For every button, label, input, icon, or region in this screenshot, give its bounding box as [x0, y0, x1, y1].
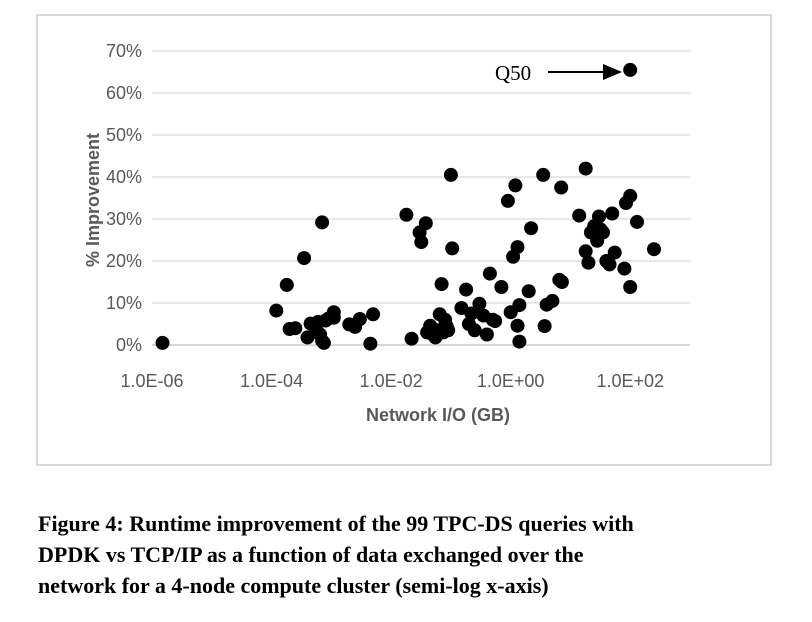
data-point: [315, 215, 330, 230]
data-point: [605, 206, 620, 221]
data-point: [623, 62, 638, 77]
gridlines: [152, 50, 690, 346]
data-point: [445, 241, 460, 256]
y-tick-label: 20%: [106, 251, 142, 271]
caption-line-2: DPDK vs TCP/IP as a function of data exc…: [38, 542, 584, 567]
data-point: [414, 235, 429, 250]
data-point: [510, 240, 525, 255]
annotation-arrowhead-icon: [603, 64, 622, 80]
data-point: [524, 221, 539, 236]
data-point: [399, 207, 414, 222]
data-point: [623, 280, 638, 294]
data-point: [279, 277, 294, 292]
data-point: [510, 318, 525, 333]
data-point: [363, 336, 378, 351]
caption-line-1: Figure 4: Runtime improvement of the 99 …: [38, 511, 634, 536]
data-point: [578, 161, 593, 176]
data-point: [500, 193, 515, 208]
data-point: [479, 327, 494, 342]
data-point: [316, 335, 331, 350]
data-point: [443, 167, 458, 182]
y-tick-label: 70%: [106, 41, 142, 61]
caption-line-3: network for a 4-node compute cluster (se…: [38, 573, 549, 598]
data-point: [464, 306, 479, 321]
x-tick-label: 1.0E+00: [477, 371, 545, 391]
y-tick-label: 60%: [106, 83, 142, 103]
data-point: [537, 319, 552, 334]
data-point: [630, 214, 644, 229]
data-point: [297, 251, 312, 266]
data-point: [482, 266, 497, 281]
data-point: [269, 303, 284, 318]
data-point: [617, 261, 632, 276]
x-tick-label: 1.0E+02: [596, 371, 664, 391]
data-point: [508, 178, 523, 193]
x-axis-title: Network I/O (GB): [366, 405, 510, 425]
data-point: [288, 321, 303, 336]
data-point: [596, 225, 610, 240]
data-point: [592, 209, 606, 224]
x-tick-labels: 1.0E-06 1.0E-04 1.0E-02 1.0E+00 1.0E+02: [120, 371, 664, 391]
data-point: [647, 242, 661, 257]
data-point: [418, 216, 433, 231]
data-point: [467, 323, 482, 338]
data-point: [572, 208, 587, 223]
data-point: [512, 298, 527, 313]
figure-caption: Figure 4: Runtime improvement of the 99 …: [38, 508, 774, 601]
data-point: [607, 245, 622, 260]
data-points: [155, 62, 661, 351]
data-point: [512, 334, 527, 349]
data-point: [545, 293, 560, 308]
data-point: [434, 277, 449, 292]
y-tick-label: 40%: [106, 167, 142, 187]
data-point: [155, 335, 170, 350]
data-point: [578, 244, 593, 259]
data-point: [554, 180, 569, 195]
data-point: [404, 331, 419, 346]
scatter-chart: 0%10%20%30%40%50%60%70% 1.0E-06 1.0E-04 1.…: [83, 41, 690, 425]
data-point: [326, 310, 341, 325]
data-point: [441, 323, 456, 338]
x-tick-label: 1.0E-04: [240, 371, 303, 391]
data-point: [536, 167, 551, 182]
data-point: [352, 312, 367, 326]
y-tick-label: 50%: [106, 125, 142, 145]
y-tick-label: 30%: [106, 209, 142, 229]
annotation-label: Q50: [495, 61, 531, 85]
q50-annotation: Q50: [495, 61, 622, 85]
data-point: [623, 188, 638, 203]
data-point: [472, 296, 487, 311]
y-tick-label: 0%: [116, 335, 142, 355]
x-tick-label: 1.0E-06: [120, 371, 183, 391]
y-tick-labels: 0% 10% 20% 30% 40% 50% 60% 70%: [106, 41, 142, 355]
data-point: [602, 257, 617, 272]
data-point: [300, 330, 315, 345]
data-point: [488, 314, 503, 329]
y-tick-label: 10%: [106, 293, 142, 313]
y-axis-title: % Improvement: [83, 133, 103, 267]
x-tick-label: 1.0E-02: [360, 371, 423, 391]
data-point: [521, 284, 536, 299]
data-point: [581, 255, 596, 270]
data-point: [554, 275, 569, 289]
data-point: [459, 282, 474, 297]
chart-frame: [36, 14, 772, 466]
data-point: [494, 280, 509, 294]
data-point: [366, 307, 381, 322]
